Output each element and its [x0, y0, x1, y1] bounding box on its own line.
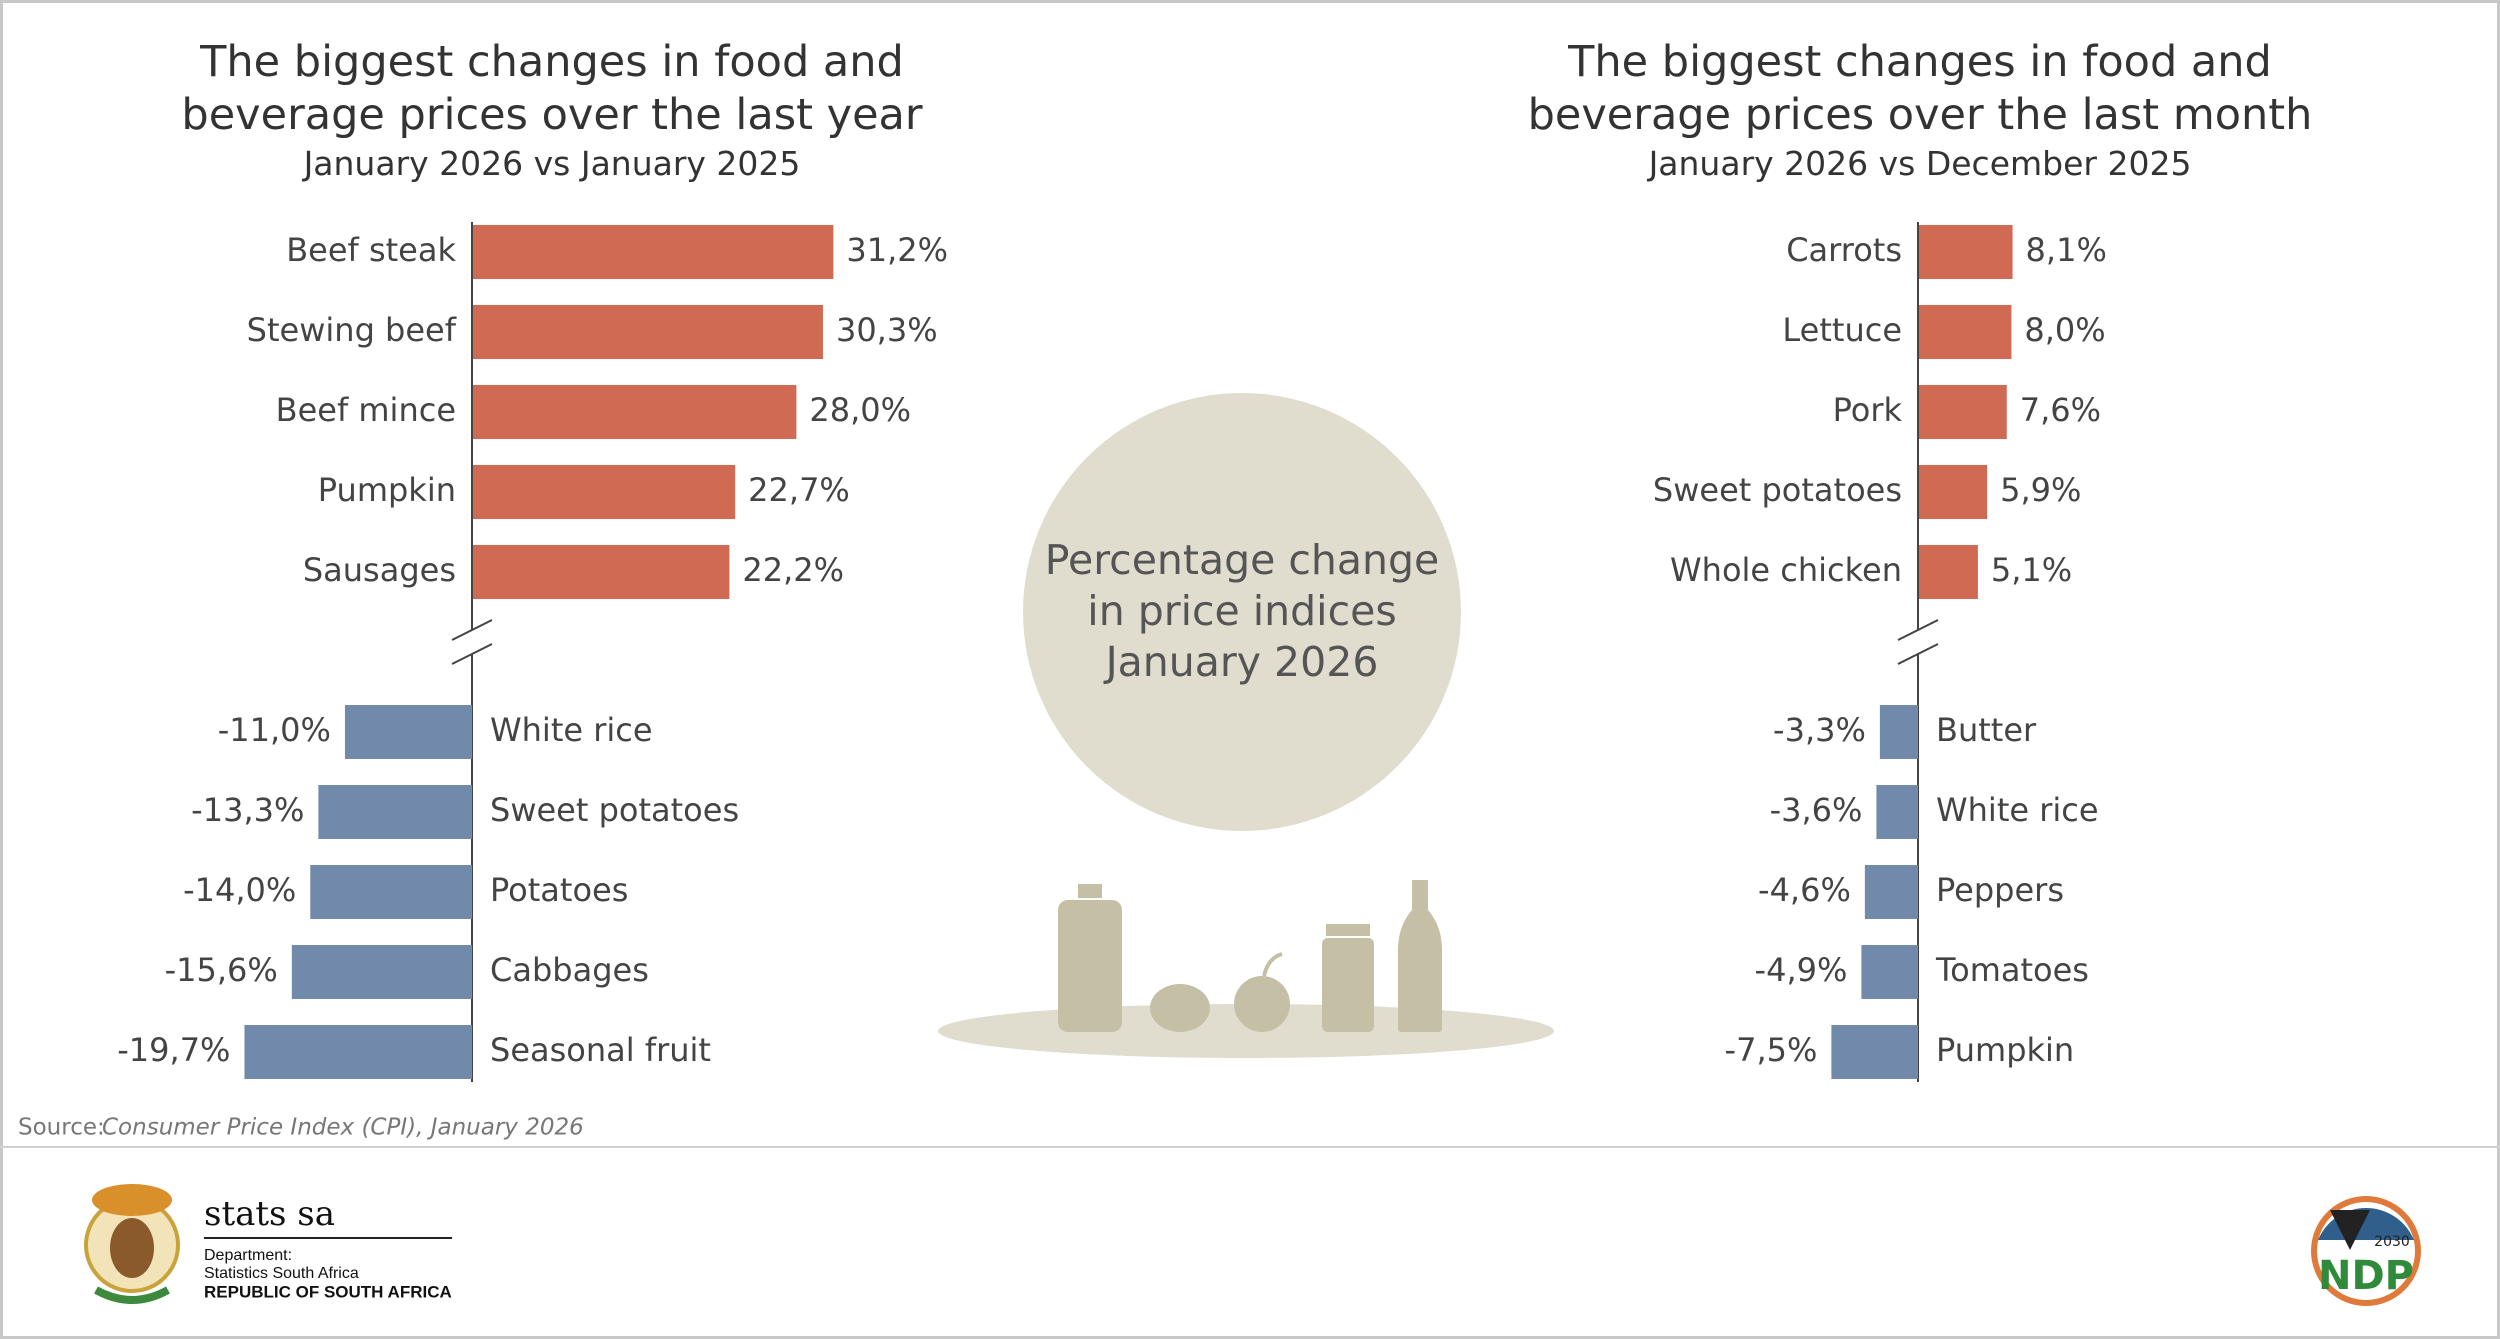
- food-icons: [938, 880, 1554, 1058]
- value-label: -3,6%: [1770, 791, 1863, 829]
- bar: [473, 305, 823, 359]
- category-label: Pork: [1833, 391, 1903, 429]
- value-label: -7,5%: [1725, 1031, 1818, 1069]
- value-label: 5,1%: [1991, 551, 2072, 589]
- bar: [1919, 465, 1988, 519]
- category-label: Pumpkin: [1936, 1031, 2074, 1069]
- value-label: 8,0%: [2024, 311, 2105, 349]
- value-label: 22,7%: [748, 471, 850, 509]
- logo-line: REPUBLIC OF SOUTH AFRICA: [204, 1282, 452, 1301]
- value-label: 28,0%: [809, 391, 911, 429]
- category-label: Seasonal fruit: [490, 1031, 711, 1069]
- bar: [1919, 545, 1978, 599]
- value-label: 30,3%: [836, 311, 938, 349]
- chart-subtitle: January 2026 vs December 2025: [1648, 144, 2192, 183]
- center-circle: [1023, 393, 1461, 831]
- value-label: -3,3%: [1773, 711, 1866, 749]
- category-label: Beef steak: [286, 231, 456, 269]
- bar: [244, 1025, 472, 1079]
- value-label: 8,1%: [2026, 231, 2107, 269]
- logo-line: Department:: [204, 1247, 292, 1264]
- category-label: Potatoes: [490, 871, 628, 909]
- source-text: Consumer Price Index (CPI), January 2026: [102, 1115, 584, 1141]
- category-label: Sweet potatoes: [1653, 471, 1902, 509]
- bar: [1919, 305, 2012, 359]
- bar: [473, 545, 730, 599]
- bar: [1831, 1025, 1918, 1079]
- category-label: Tomatoes: [1935, 951, 2089, 989]
- center-text: Percentage change: [1045, 536, 1440, 584]
- axis-break: [451, 619, 493, 641]
- category-label: Cabbages: [490, 951, 649, 989]
- center-text: January 2026: [1103, 638, 1379, 686]
- chart-title: The biggest changes in food and beverage…: [181, 37, 923, 140]
- category-label: Lettuce: [1782, 311, 1902, 349]
- bar: [1876, 785, 1918, 839]
- logo-line: Statistics South Africa: [204, 1265, 359, 1282]
- ndp-year: 2030: [2374, 1234, 2410, 1250]
- emblem: [84, 1184, 180, 1304]
- value-label: -15,6%: [165, 951, 278, 989]
- category-label: Sweet potatoes: [490, 791, 739, 829]
- bar: [473, 385, 797, 439]
- bar: [344, 705, 472, 759]
- category-label: Peppers: [1936, 871, 2064, 909]
- category-label: Butter: [1936, 711, 2037, 749]
- value-label: 31,2%: [846, 231, 948, 269]
- category-label: Pumpkin: [318, 471, 456, 509]
- value-label: -11,0%: [218, 711, 331, 749]
- axis-break: [1897, 619, 1939, 641]
- value-label: 5,9%: [2000, 471, 2081, 509]
- value-label: -4,6%: [1758, 871, 1851, 909]
- chart-title: The biggest changes in food and beverage…: [1527, 37, 2313, 140]
- category-label: White rice: [1936, 791, 2099, 829]
- bar: [310, 865, 472, 919]
- axis-break: [451, 643, 493, 665]
- bar: [473, 225, 834, 279]
- bar: [1864, 865, 1918, 919]
- bar: [1879, 705, 1918, 759]
- value-label: -13,3%: [191, 791, 304, 829]
- value-label: 22,2%: [742, 551, 844, 589]
- category-label: Whole chicken: [1670, 551, 1902, 589]
- value-label: 7,6%: [2020, 391, 2101, 429]
- value-label: -4,9%: [1755, 951, 1848, 989]
- axis-break: [1897, 643, 1939, 665]
- value-label: -14,0%: [183, 871, 296, 909]
- value-label: -19,7%: [117, 1031, 230, 1069]
- chart-subtitle: January 2026 vs January 2025: [303, 144, 801, 183]
- bar: [1919, 225, 2013, 279]
- logo-name: stats sa: [204, 1194, 335, 1234]
- bar: [318, 785, 472, 839]
- category-label: Beef mince: [276, 391, 456, 429]
- category-label: White rice: [490, 711, 653, 749]
- category-label: Sausages: [303, 551, 456, 589]
- category-label: Carrots: [1786, 231, 1902, 269]
- ndp-logo: NDP 2030: [2311, 1196, 2421, 1306]
- center-text: in price indices: [1087, 587, 1396, 635]
- category-label: Stewing beef: [247, 311, 457, 349]
- ndp-name: NDP: [2318, 1253, 2414, 1299]
- bar: [473, 465, 736, 519]
- bar: [291, 945, 472, 999]
- bar: [1919, 385, 2007, 439]
- bar: [1861, 945, 1918, 999]
- source-label: Source:: [18, 1115, 105, 1141]
